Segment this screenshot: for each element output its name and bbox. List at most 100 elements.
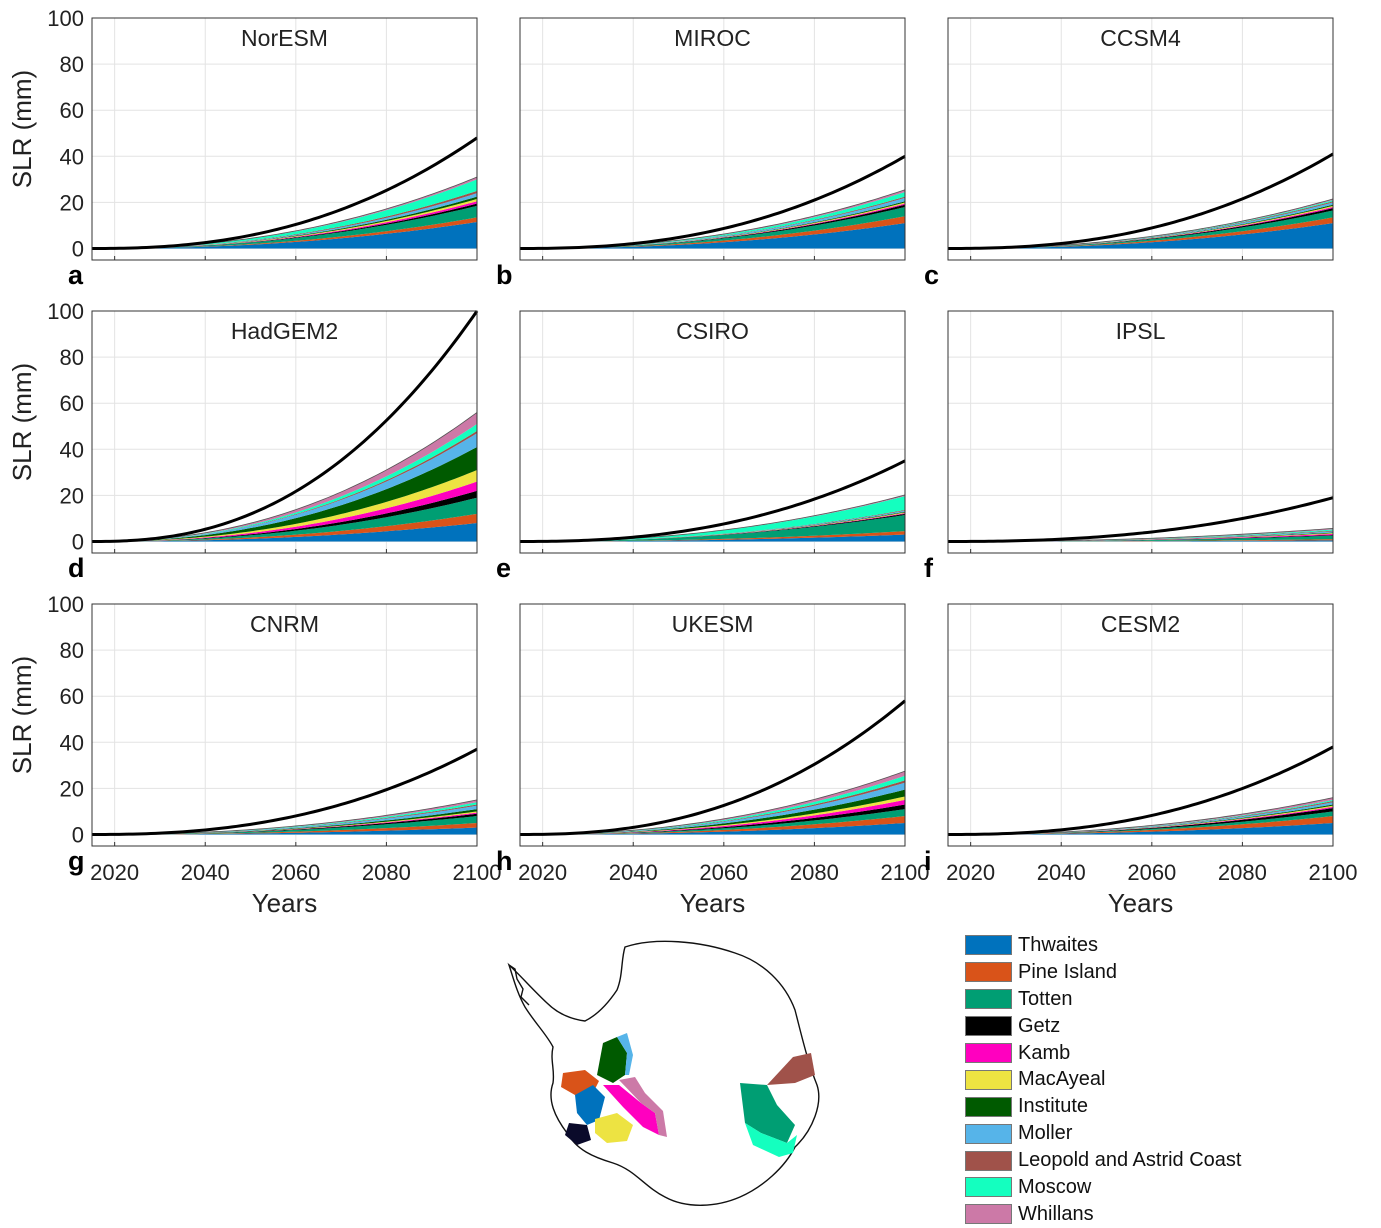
legend-item: MacAyeal <box>965 1066 1365 1093</box>
panel-title: CNRM <box>250 611 319 637</box>
legend-item: Institute <box>965 1093 1365 1120</box>
area-pine-island <box>520 816 905 835</box>
y-tick-label: 100 <box>47 592 84 617</box>
basin-macayeal <box>595 1113 633 1143</box>
y-tick-label: 60 <box>60 98 84 123</box>
plot-area <box>948 311 1333 553</box>
area-thwaites <box>520 534 905 542</box>
x-tick-label: 2020 <box>518 860 567 885</box>
basin-whillans <box>619 1077 667 1137</box>
plot-frame <box>91 603 478 847</box>
basin-moller <box>617 1033 633 1075</box>
area-moscow <box>520 496 905 542</box>
y-tick-label: 100 <box>47 6 84 31</box>
area-thwaites <box>948 822 1333 835</box>
panel-label: d <box>68 553 85 583</box>
legend-swatch <box>965 1043 1012 1063</box>
y-axis-label: SLR (mm) <box>7 363 37 481</box>
panel-label: g <box>68 846 85 876</box>
plot-frame <box>947 310 1334 554</box>
area-institute <box>520 789 905 835</box>
antarctica-outline <box>507 940 820 1206</box>
y-axis-label: SLR (mm) <box>7 70 37 188</box>
area-totten <box>520 514 905 542</box>
area-totten <box>92 205 477 249</box>
plot-frame <box>947 17 1334 261</box>
area-macayeal <box>520 796 905 835</box>
area-macayeal <box>948 533 1333 542</box>
legend-swatch <box>965 1177 1012 1198</box>
y-tick-label: 80 <box>60 638 84 663</box>
y-tick-label: 0 <box>72 529 84 554</box>
area-thwaites <box>92 827 477 835</box>
legend-swatch <box>965 1069 1012 1090</box>
area-totten <box>520 206 905 249</box>
area-moller <box>520 782 905 835</box>
x-tick-label: 2100 <box>453 860 502 885</box>
legend-label: Getz <box>1018 1014 1061 1037</box>
legend-label: Leopold and Astrid Coast <box>1018 1149 1242 1172</box>
panel-title: MIROC <box>674 25 751 51</box>
y-tick-label: 40 <box>60 144 84 169</box>
legend-item: Whillans <box>965 1201 1365 1228</box>
x-tick-label: 2040 <box>609 860 658 885</box>
total-line <box>91 310 479 543</box>
legend-item: Thwaites <box>965 932 1365 959</box>
panel-title: CSIRO <box>676 318 749 344</box>
area-totten <box>948 811 1333 835</box>
y-tick-label: 60 <box>60 684 84 709</box>
area-moller <box>948 531 1333 542</box>
x-tick-label: 2060 <box>1127 860 1176 885</box>
y-tick-label: 80 <box>60 52 84 77</box>
panel-label: b <box>496 260 513 290</box>
legend-item: Pine Island <box>965 959 1365 986</box>
total-line <box>91 747 478 836</box>
plot-frame <box>519 17 906 261</box>
legend-swatch <box>965 962 1012 983</box>
legend-swatch <box>965 1123 1012 1144</box>
area-kamb <box>92 481 477 542</box>
x-tick-label: 2060 <box>271 860 320 885</box>
area-pine-island <box>92 513 477 542</box>
basin-thwaites <box>575 1085 605 1125</box>
area-thwaites <box>520 223 905 249</box>
y-tick-label: 20 <box>60 483 84 508</box>
panel-c: CCSM4 c <box>924 17 1334 290</box>
plot-area <box>948 604 1333 846</box>
y-tick-label: 40 <box>60 730 84 755</box>
legend-item: Kamb <box>965 1040 1365 1067</box>
panel-label: i <box>924 846 932 876</box>
area-getz <box>92 813 477 835</box>
x-axis-label: Years <box>252 888 318 918</box>
area-getz <box>520 804 905 835</box>
x-tick-label: 2020 <box>90 860 139 885</box>
basin-kamb <box>603 1085 659 1135</box>
plot-frame <box>519 310 906 554</box>
legend-label: Whillans <box>1018 1202 1094 1225</box>
area-getz <box>948 807 1333 835</box>
panel-e: CSIRO e <box>496 310 906 583</box>
y-tick-label: 100 <box>47 299 84 324</box>
x-tick-label: 2020 <box>946 860 995 885</box>
area-macayeal <box>92 470 477 542</box>
basin-totten <box>740 1083 795 1143</box>
x-tick-label: 2080 <box>1218 860 1267 885</box>
legend-swatch <box>965 1016 1012 1037</box>
legend-swatch <box>965 989 1012 1010</box>
basin-leopold-astrid <box>767 1053 815 1085</box>
legend-item: Leopold and Astrid Coast <box>965 1147 1365 1174</box>
area-moscow <box>520 192 905 249</box>
y-tick-label: 80 <box>60 345 84 370</box>
basin-moscow <box>745 1123 797 1157</box>
area-pine-island <box>948 217 1333 249</box>
x-tick-label: 2080 <box>790 860 839 885</box>
area-pine-island <box>948 539 1333 542</box>
antarctica-basin-map <box>507 940 820 1206</box>
panel-label: h <box>496 846 513 876</box>
total-line <box>947 745 1334 836</box>
total-line <box>519 459 906 543</box>
area-pine-island <box>92 822 477 835</box>
panel-title: NorESM <box>241 25 328 51</box>
panel-title: HadGEM2 <box>231 318 338 344</box>
